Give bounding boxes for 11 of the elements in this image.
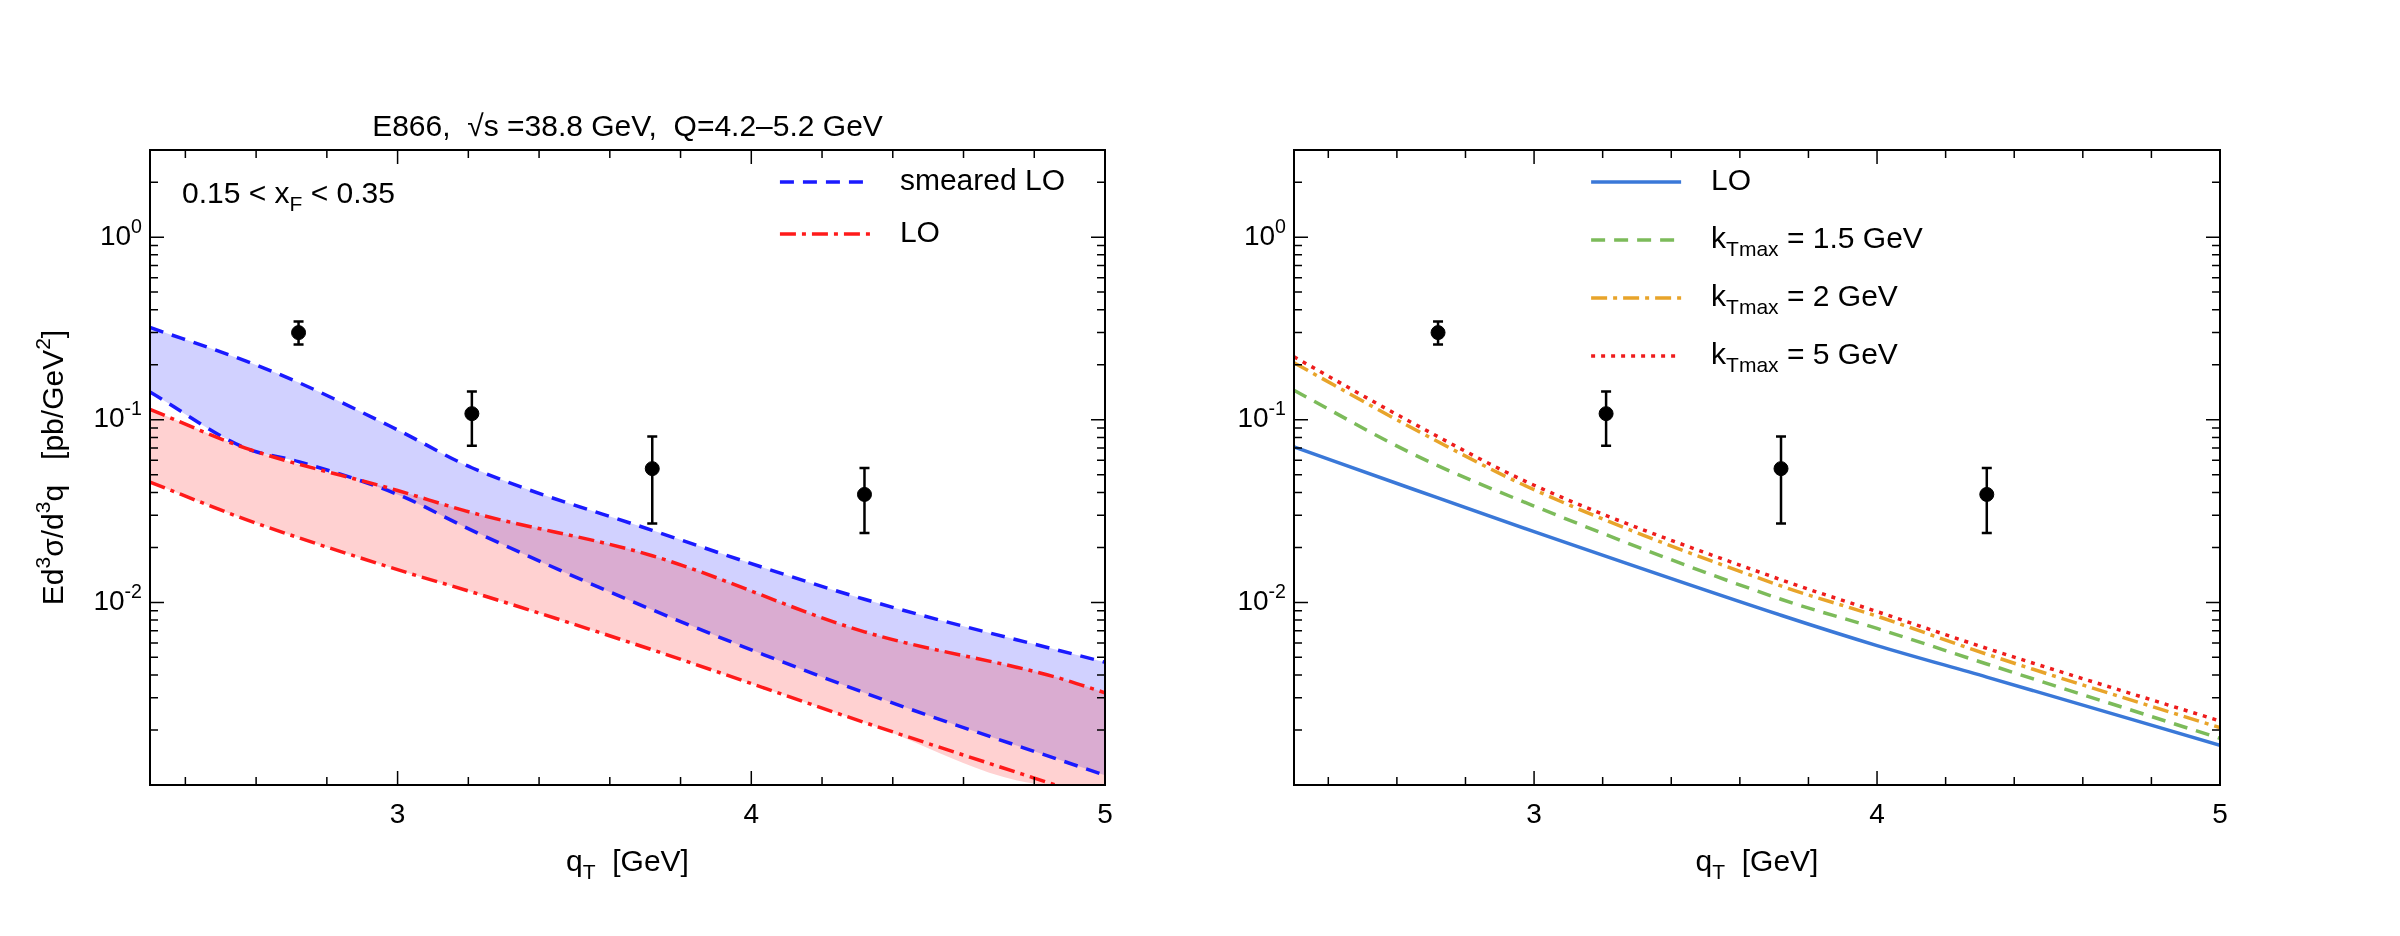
legend-label: smeared LO [899,163,1065,197]
chart-title: E866, √s =38.8 GeV, Q=4.2–5.2 GeV [372,109,883,143]
x-tick-label: 3 [1526,797,1542,829]
legend-label: LO [899,215,940,249]
legend-label: LO [1711,163,1752,197]
x-tick-label: 4 [743,797,760,829]
x-tick-label: 5 [1097,797,1113,829]
x-tick-label: 4 [1869,797,1885,829]
x-tick-label: 3 [389,797,406,829]
y-axis-title: Ed3σ/d3q [pb/GeV2] [31,329,70,606]
x-tick-label: 5 [2212,797,2228,829]
